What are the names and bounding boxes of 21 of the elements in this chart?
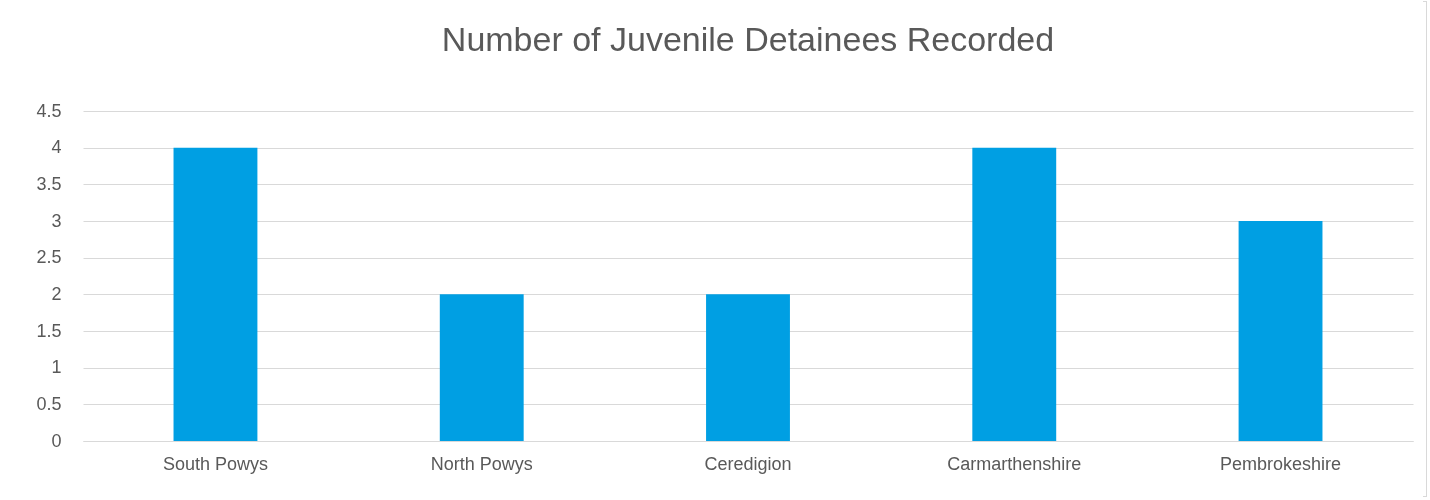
bar xyxy=(972,147,1057,441)
bar xyxy=(173,147,258,441)
y-tick-label: 0 xyxy=(51,430,62,451)
x-tick-label: North Powys xyxy=(430,453,533,474)
y-tick-label: 2.5 xyxy=(36,247,62,268)
y-tick-label: 4.5 xyxy=(36,100,62,121)
y-tick-label: 3 xyxy=(51,210,62,231)
y-tick-label: 0.5 xyxy=(36,393,62,414)
x-tick-label: Carmarthenshire xyxy=(947,453,1082,474)
y-tick-label: 4 xyxy=(51,137,62,158)
x-tick-label: Ceredigion xyxy=(704,453,792,474)
x-tick-label: South Powys xyxy=(162,453,268,474)
chart-title: Number of Juvenile Detainees Recorded xyxy=(441,20,1055,58)
y-tick-label: 1 xyxy=(51,357,62,378)
bar xyxy=(706,294,790,441)
bar xyxy=(1238,221,1323,441)
y-tick-label: 3.5 xyxy=(36,173,62,194)
y-tick-label: 2 xyxy=(51,283,62,304)
bar xyxy=(439,294,524,441)
x-tick-label: Pembrokeshire xyxy=(1220,453,1342,474)
y-tick-label: 1.5 xyxy=(36,320,62,341)
